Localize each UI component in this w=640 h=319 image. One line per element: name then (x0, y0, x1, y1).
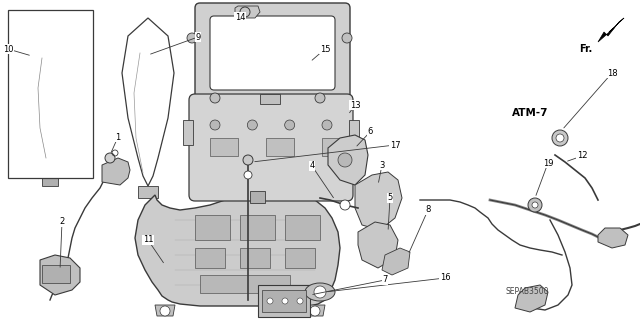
Text: 16: 16 (440, 273, 451, 283)
Polygon shape (183, 120, 193, 145)
Circle shape (340, 200, 350, 210)
Circle shape (105, 153, 115, 163)
Polygon shape (122, 18, 174, 186)
Polygon shape (349, 120, 359, 145)
FancyBboxPatch shape (189, 94, 353, 201)
Bar (266, 138, 294, 156)
Bar (240, 215, 275, 240)
Circle shape (552, 130, 568, 146)
Circle shape (310, 306, 320, 316)
Circle shape (315, 93, 325, 103)
Text: 2: 2 (60, 218, 65, 226)
Polygon shape (358, 222, 398, 268)
Text: SEPAB3500: SEPAB3500 (506, 287, 549, 296)
Bar (250, 191, 265, 203)
Text: 19: 19 (543, 159, 553, 167)
Circle shape (160, 306, 170, 316)
Bar (260, 94, 280, 104)
Bar (258, 285, 310, 317)
Circle shape (210, 120, 220, 130)
Bar (200, 275, 290, 293)
Text: 7: 7 (382, 276, 388, 285)
Bar (8, 10, 93, 178)
Text: 6: 6 (367, 128, 372, 137)
Text: 17: 17 (390, 140, 400, 150)
Text: 11: 11 (143, 235, 153, 244)
Bar (195, 248, 225, 268)
Polygon shape (42, 176, 58, 186)
FancyBboxPatch shape (210, 16, 335, 90)
Circle shape (187, 33, 197, 43)
Polygon shape (135, 192, 340, 306)
Text: 10: 10 (3, 44, 13, 54)
Text: 18: 18 (607, 69, 618, 78)
Bar (42, 265, 70, 283)
Text: ATM-7: ATM-7 (512, 108, 548, 118)
Text: 15: 15 (320, 44, 330, 54)
Ellipse shape (305, 283, 335, 301)
Bar (262, 290, 306, 312)
Polygon shape (40, 255, 80, 295)
Text: 13: 13 (349, 100, 360, 109)
Polygon shape (28, 28, 72, 176)
Bar (285, 248, 315, 268)
Circle shape (247, 120, 257, 130)
Polygon shape (515, 285, 548, 312)
Circle shape (210, 93, 220, 103)
Circle shape (314, 286, 326, 298)
Text: 8: 8 (426, 205, 431, 214)
Polygon shape (355, 172, 402, 230)
Circle shape (297, 298, 303, 304)
Text: 1: 1 (115, 132, 120, 142)
Bar (285, 215, 320, 240)
FancyBboxPatch shape (195, 3, 350, 103)
Bar (240, 248, 270, 268)
Circle shape (338, 153, 352, 167)
Polygon shape (102, 158, 130, 185)
Bar (210, 138, 238, 156)
Polygon shape (598, 228, 628, 248)
Polygon shape (305, 305, 325, 316)
Circle shape (282, 298, 288, 304)
Bar (195, 215, 230, 240)
Polygon shape (382, 248, 410, 275)
Polygon shape (598, 18, 624, 42)
Text: Fr.: Fr. (579, 44, 592, 54)
Polygon shape (328, 135, 368, 185)
Text: 4: 4 (309, 161, 315, 170)
Circle shape (342, 33, 352, 43)
Circle shape (532, 202, 538, 208)
Circle shape (556, 134, 564, 142)
Circle shape (244, 171, 252, 179)
Polygon shape (235, 6, 260, 18)
Polygon shape (138, 186, 158, 198)
Text: 5: 5 (387, 194, 392, 203)
Circle shape (243, 155, 253, 165)
Circle shape (240, 7, 250, 17)
Text: 9: 9 (195, 33, 200, 41)
Circle shape (285, 120, 294, 130)
Bar (322, 138, 350, 156)
Circle shape (267, 298, 273, 304)
Text: 3: 3 (380, 160, 385, 169)
Circle shape (322, 120, 332, 130)
Text: 12: 12 (577, 152, 588, 160)
Circle shape (528, 198, 542, 212)
Text: 14: 14 (235, 12, 245, 21)
Polygon shape (155, 305, 175, 316)
